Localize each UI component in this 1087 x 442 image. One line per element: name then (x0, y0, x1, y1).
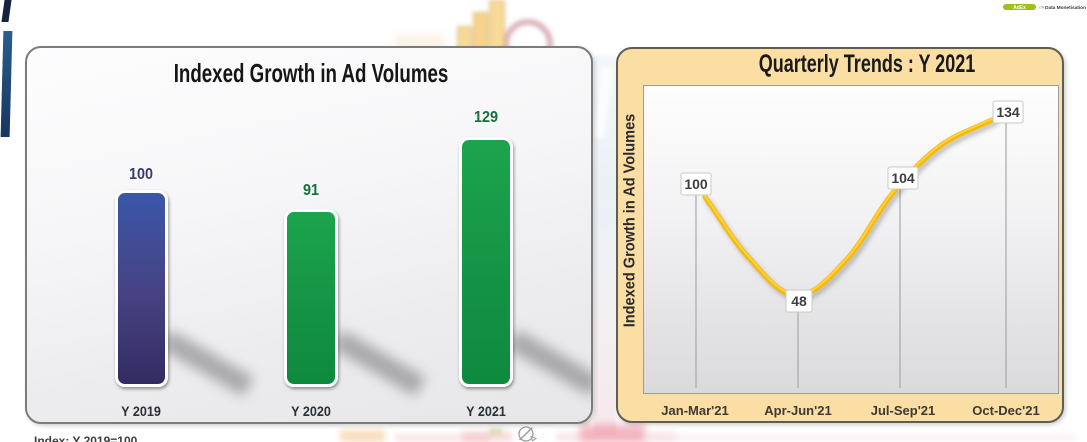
svg-text:ON: ON (1039, 6, 1045, 10)
svg-text:Data Monetisation: Data Monetisation (1045, 5, 1086, 11)
svg-text:AdEx: AdEx (1013, 5, 1026, 11)
svg-text:134: 134 (996, 104, 1020, 120)
svg-text:48: 48 (791, 293, 807, 309)
svg-text:104: 104 (891, 170, 915, 186)
svg-text:100: 100 (684, 176, 708, 192)
